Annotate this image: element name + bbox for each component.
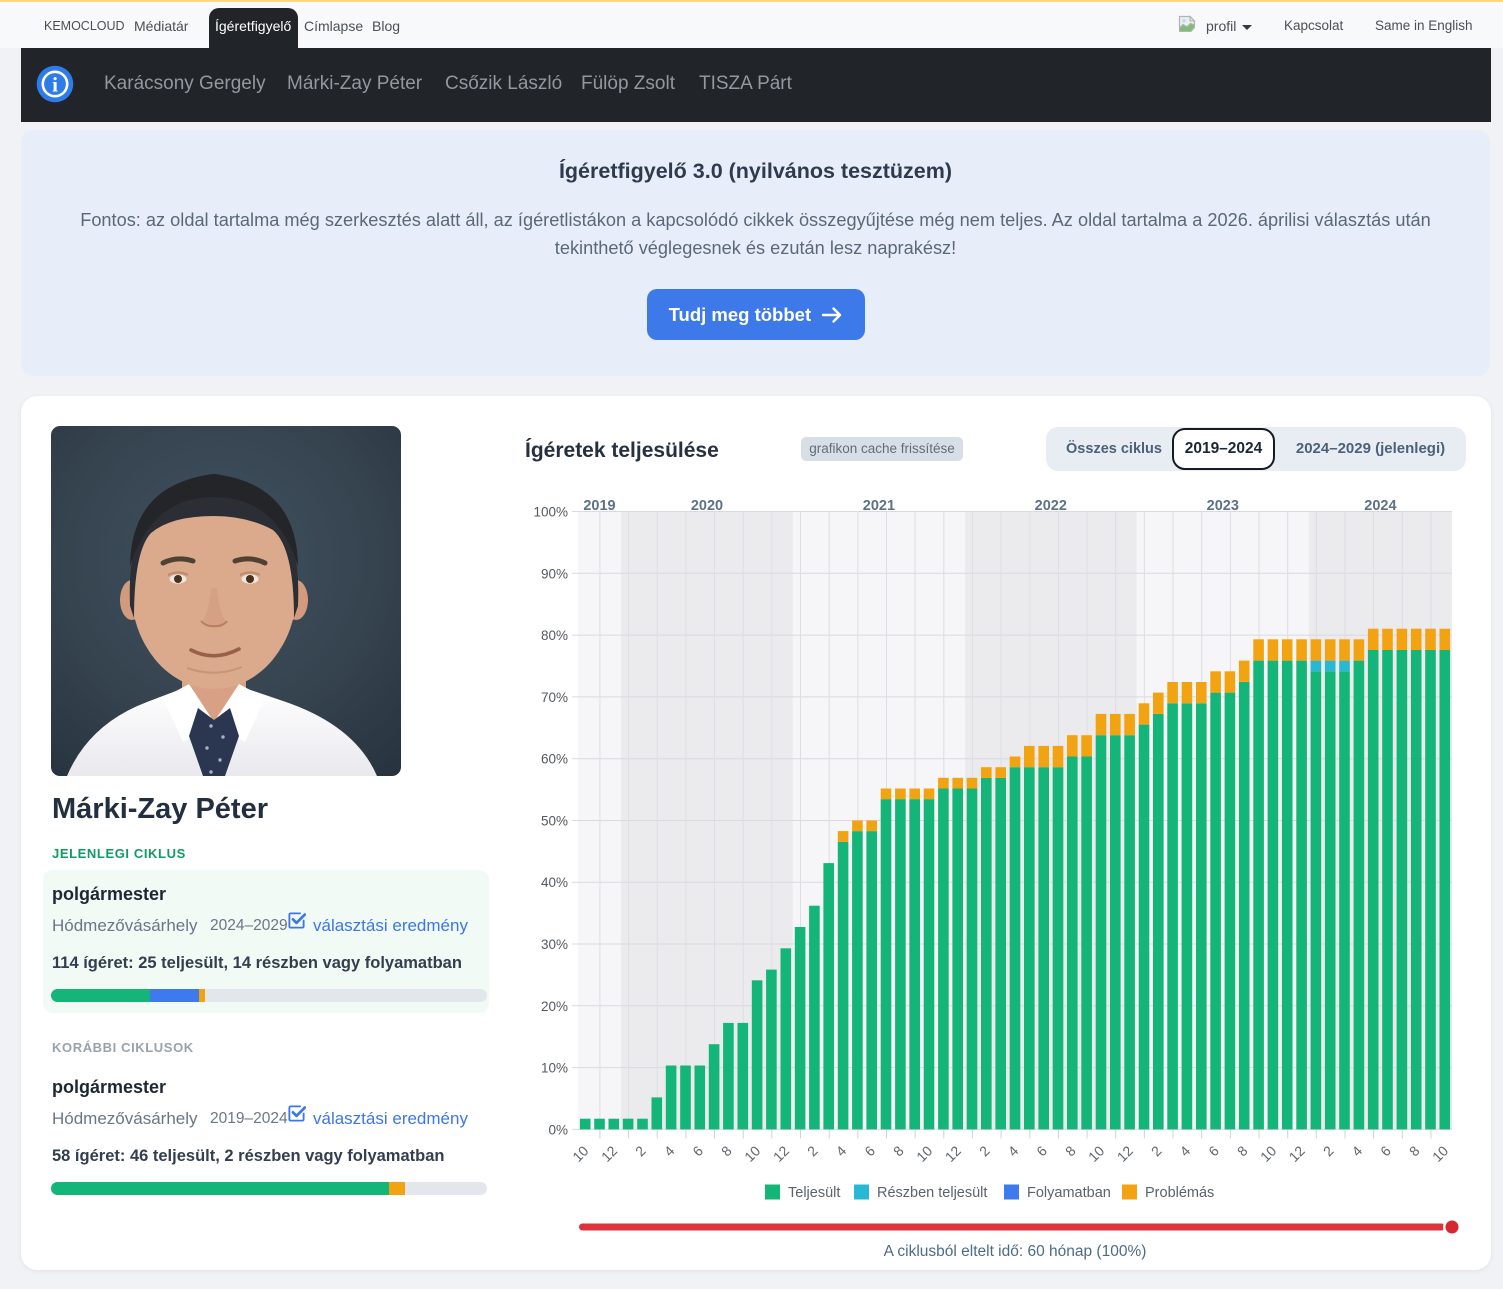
svg-text:10: 10 [1257,1142,1279,1164]
svg-text:40%: 40% [541,875,568,890]
svg-text:12: 12 [942,1142,964,1164]
svg-text:50%: 50% [541,814,568,829]
svg-text:2019: 2019 [583,498,615,514]
svg-text:10: 10 [913,1142,935,1164]
svg-text:i: i [52,73,58,97]
svg-text:6: 6 [861,1142,878,1159]
svg-text:A ciklusból eltelt idő: 60 hón: A ciklusból eltelt idő: 60 hónap (100%) [884,1243,1147,1260]
svg-text:8: 8 [890,1142,907,1159]
svg-text:Teljesült: Teljesült [788,1185,840,1201]
svg-text:80%: 80% [541,628,568,643]
svg-text:60%: 60% [541,752,568,767]
svg-text:100%: 100% [533,505,568,520]
svg-text:30%: 30% [541,937,568,952]
svg-text:4: 4 [1176,1142,1193,1159]
svg-text:2020: 2020 [691,498,723,514]
svg-text:2021: 2021 [863,498,895,514]
svg-text:90%: 90% [541,566,568,581]
svg-text:2: 2 [1148,1142,1165,1159]
svg-text:6: 6 [1033,1142,1050,1159]
svg-text:2: 2 [632,1142,649,1159]
svg-text:6: 6 [1377,1142,1394,1159]
svg-text:Folyamatban: Folyamatban [1027,1185,1111,1201]
svg-text:8: 8 [1234,1142,1251,1159]
svg-text:6: 6 [689,1142,706,1159]
svg-text:2024: 2024 [1364,498,1396,514]
svg-text:2022: 2022 [1035,498,1067,514]
svg-text:8: 8 [1406,1142,1423,1159]
svg-text:10: 10 [1085,1142,1107,1164]
svg-text:4: 4 [661,1142,678,1159]
svg-text:12: 12 [1114,1142,1136,1164]
svg-text:2: 2 [976,1142,993,1159]
svg-text:2023: 2023 [1207,498,1239,514]
svg-text:Problémás: Problémás [1145,1185,1214,1201]
svg-text:6: 6 [1205,1142,1222,1159]
svg-text:10: 10 [741,1142,763,1164]
svg-text:70%: 70% [541,690,568,705]
svg-text:10%: 10% [541,1061,568,1076]
svg-text:Részben teljesült: Részben teljesült [877,1185,987,1201]
svg-text:2: 2 [1320,1142,1337,1159]
svg-text:0%: 0% [548,1122,568,1137]
svg-text:8: 8 [1062,1142,1079,1159]
svg-text:12: 12 [598,1142,620,1164]
svg-text:12: 12 [770,1142,792,1164]
svg-text:10: 10 [569,1142,591,1164]
svg-text:20%: 20% [541,999,568,1014]
svg-text:12: 12 [1286,1142,1308,1164]
svg-text:4: 4 [833,1142,850,1159]
svg-text:8: 8 [718,1142,735,1159]
svg-text:2: 2 [804,1142,821,1159]
svg-text:4: 4 [1348,1142,1365,1159]
svg-text:4: 4 [1005,1142,1022,1159]
svg-text:10: 10 [1429,1142,1451,1164]
